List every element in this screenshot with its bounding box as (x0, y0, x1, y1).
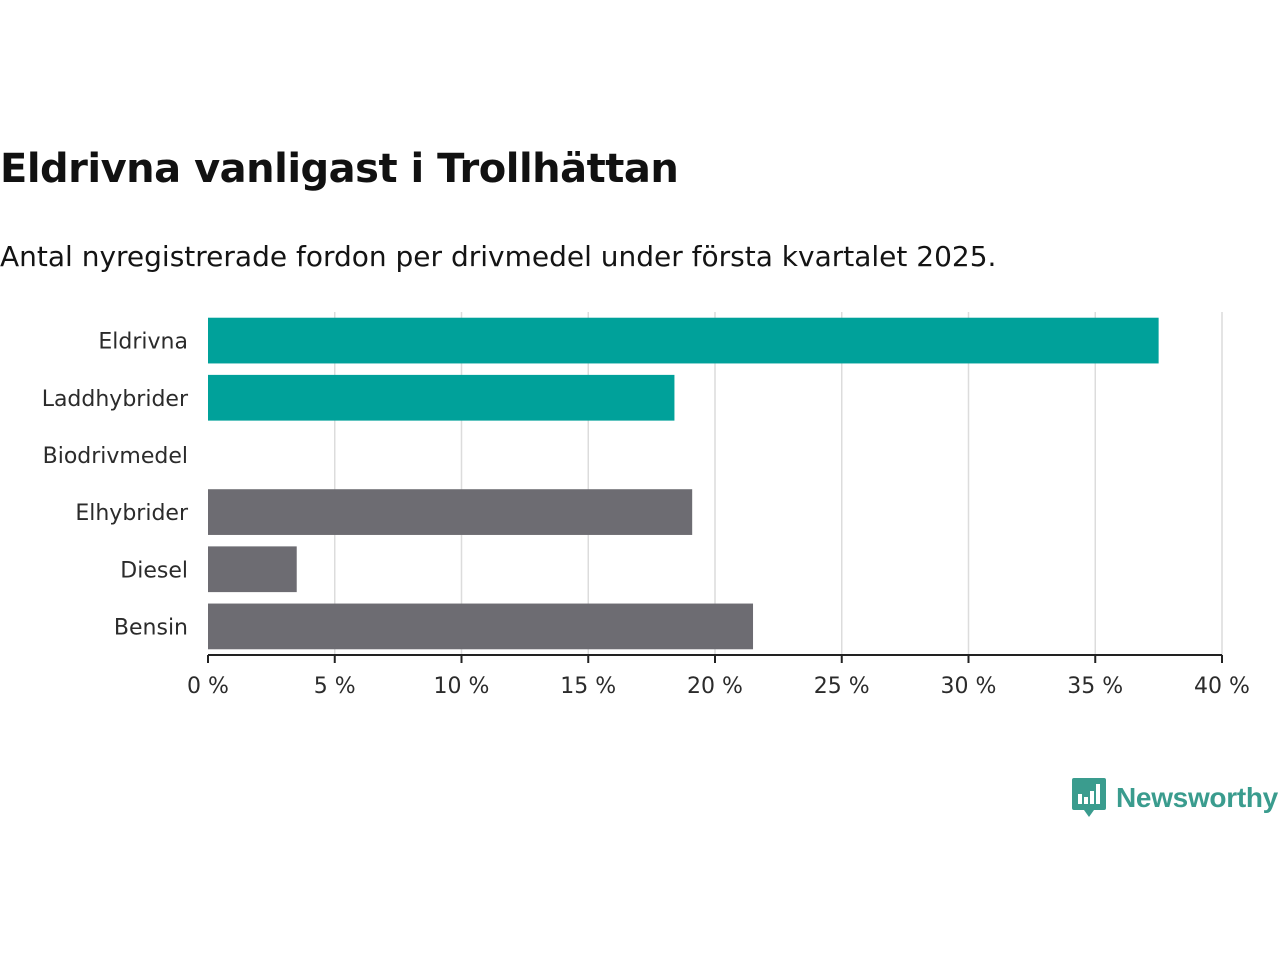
logo-bar-1 (1078, 794, 1082, 804)
x-tick-label: 0 % (187, 674, 229, 699)
category-label: Laddhybrider (42, 387, 189, 412)
bar (208, 489, 693, 535)
category-label: Biodrivmedel (43, 444, 188, 469)
logo-bar-4 (1096, 784, 1100, 804)
logo-bar-2 (1084, 797, 1088, 804)
brand-name: Newsworthy (1116, 782, 1278, 813)
chart-title: Eldrivna vanligast i Trollhättan (0, 146, 679, 192)
bar (208, 317, 1159, 364)
grid-lines (334, 312, 1223, 655)
chart-subtitle: Antal nyregistrerade fordon per drivmede… (0, 240, 997, 273)
x-tick-label: 40 % (1194, 674, 1250, 699)
x-tick-label: 35 % (1067, 674, 1123, 699)
x-tick-label: 30 % (941, 674, 997, 699)
bar (208, 603, 754, 650)
x-tick-label: 20 % (687, 674, 743, 699)
bar-chart: Eldrivna Laddhybrider Biodrivmedel Elhybrid… (42, 312, 1250, 699)
logo-bar-3 (1090, 791, 1094, 804)
category-label: Bensin (114, 615, 188, 640)
bars (208, 317, 1159, 650)
logo-bubble (1072, 778, 1106, 817)
newsworthy-chart-bubble-icon (1072, 778, 1106, 817)
category-labels: Eldrivna Laddhybrider Biodrivmedel Elhybrid… (42, 330, 189, 641)
bar (208, 374, 675, 421)
x-tick-label: 25 % (814, 674, 870, 699)
category-label: Diesel (120, 558, 188, 583)
x-tick-label: 10 % (434, 674, 490, 699)
bar (208, 546, 297, 593)
x-tick-label: 15 % (560, 674, 616, 699)
category-label: Eldrivna (98, 330, 188, 355)
category-label: Elhybrider (75, 501, 189, 526)
x-tick-label: 5 % (314, 674, 356, 699)
brand-logo[interactable]: Newsworthy (1072, 776, 1278, 820)
x-axis: 0 % 5 % 10 % 15 % 20 % 25 % 30 % 35 % 40 % (187, 654, 1250, 699)
